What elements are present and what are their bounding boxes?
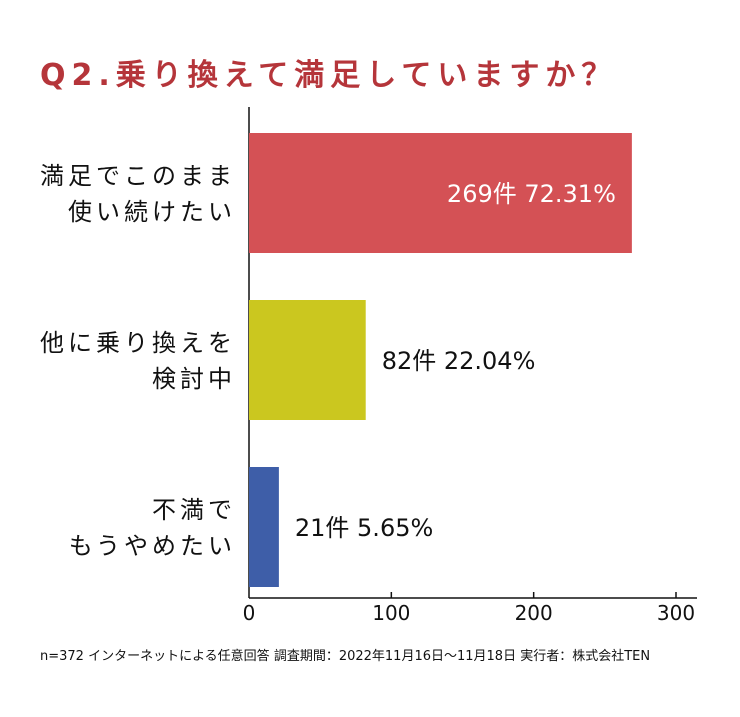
bar-3 <box>249 467 279 587</box>
x-tick-label: 200 <box>515 601 553 625</box>
bar-2 <box>249 300 366 420</box>
x-tick-label: 100 <box>372 601 410 625</box>
category-label: 満足でこのまま <box>40 162 236 190</box>
data-label: 82件 22.04% <box>382 347 536 375</box>
chart-title: Q2.乗り換えて満足していますか？ <box>40 58 618 93</box>
x-tick-label: 300 <box>657 601 695 625</box>
bar-1 <box>249 133 632 253</box>
survey-footnote: n=372 インターネットによる任意回答 調査期間：2022年11月16日〜11… <box>40 649 651 664</box>
category-label: 不満で <box>152 496 236 524</box>
data-label: 21件 5.65% <box>295 514 433 542</box>
category-label: もうやめたい <box>69 532 236 560</box>
data-label: 269件 72.31% <box>447 180 616 208</box>
category-label: 使い続けたい <box>68 198 236 226</box>
category-label: 検討中 <box>152 365 236 393</box>
category-label: 他に乗り換えを <box>40 329 236 357</box>
x-tick-label: 0 <box>243 601 256 625</box>
